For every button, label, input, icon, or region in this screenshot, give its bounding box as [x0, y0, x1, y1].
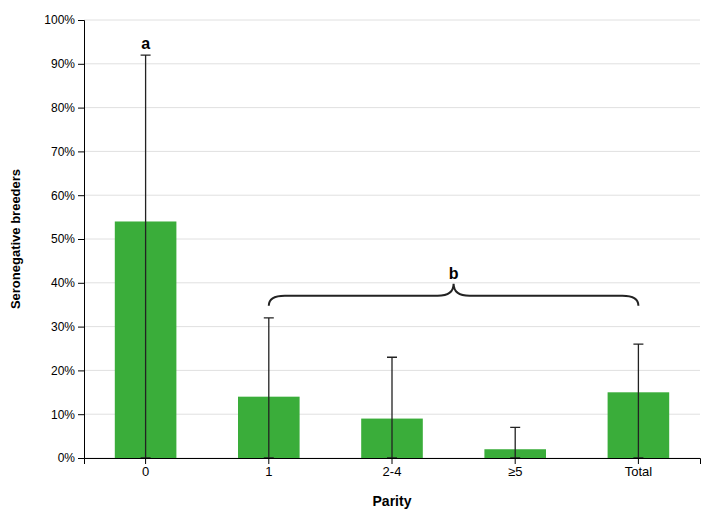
y-tick: 10% — [51, 408, 84, 422]
x-tick: 0 — [142, 458, 149, 479]
grid-line — [84, 195, 700, 196]
error-bar — [264, 318, 274, 458]
x-tick-mark — [638, 458, 639, 464]
y-tick-mark — [78, 283, 84, 284]
x-tick-mark — [145, 458, 146, 464]
y-tick-label: 0% — [58, 451, 76, 465]
y-tick-mark — [78, 370, 84, 371]
x-axis: 0 1 2-4 ≥5 Total — [85, 458, 701, 479]
y-tick: 100% — [44, 13, 84, 27]
y-tick-mark — [78, 151, 84, 152]
y-tick: 90% — [51, 57, 84, 71]
grid-line — [84, 151, 700, 152]
annotation: b — [449, 265, 459, 282]
grid-line — [84, 63, 700, 64]
y-tick: 70% — [51, 145, 84, 159]
x-tick: 1 — [265, 458, 272, 479]
error-bar — [633, 344, 643, 458]
y-tick: 40% — [51, 276, 84, 290]
y-tick-label: 50% — [51, 232, 75, 246]
y-axis-title: Seronegative breeders — [8, 169, 23, 309]
x-tick: Total — [625, 458, 653, 479]
annotation: a — [141, 35, 150, 52]
error-bar — [387, 357, 397, 458]
x-tick: 2-4 — [383, 458, 402, 479]
y-tick-mark — [78, 195, 84, 196]
grid — [84, 20, 700, 458]
y-tick-label: 40% — [51, 276, 75, 290]
y-axis-line — [78, 21, 85, 459]
y-tick-mark — [78, 64, 84, 65]
x-axis-line — [85, 459, 701, 465]
x-tick-mark — [515, 458, 516, 464]
y-tick: 0% — [58, 451, 84, 465]
y-tick-label: 30% — [51, 320, 75, 334]
bracket — [269, 284, 639, 306]
error-bar — [141, 55, 151, 458]
error-bar — [510, 427, 520, 458]
x-tick-label: 2-4 — [383, 464, 402, 479]
grid-line — [84, 20, 700, 21]
y-tick-mark — [78, 458, 84, 459]
y-tick-mark — [78, 327, 84, 328]
y-tick-label: 90% — [51, 57, 75, 71]
y-tick-mark — [78, 20, 84, 21]
y-tick-mark — [78, 108, 84, 109]
y-tick: 80% — [51, 101, 84, 115]
y-tick-label: 20% — [51, 364, 75, 378]
annotations: ab — [141, 35, 638, 306]
y-tick-label: 60% — [51, 189, 75, 203]
x-tick-mark — [392, 458, 393, 464]
x-axis-title: Parity — [373, 493, 412, 509]
y-tick: 60% — [51, 189, 84, 203]
x-tick-label: 0 — [142, 464, 149, 479]
plot: 0% 10% 20% 30% 40% 50% 60% 70% 80% 90% 100% 0 1 2-4 ≥5… — [44, 13, 700, 479]
y-tick-label: 10% — [51, 408, 75, 422]
y-tick-label: 100% — [44, 13, 75, 27]
x-tick-label: 1 — [265, 464, 272, 479]
y-tick: 30% — [51, 320, 84, 334]
grid-line — [84, 107, 700, 108]
y-tick-mark — [78, 239, 84, 240]
x-tick-label: Total — [625, 464, 653, 479]
y-axis: 0% 10% 20% 30% 40% 50% 60% 70% 80% 90% 100% — [44, 13, 84, 465]
y-tick: 20% — [51, 364, 84, 378]
y-tick: 50% — [51, 232, 84, 246]
x-tick-mark — [268, 458, 269, 464]
chart: 0% 10% 20% 30% 40% 50% 60% 70% 80% 90% 100% 0 1 2-4 ≥5… — [0, 0, 720, 520]
y-tick-label: 70% — [51, 145, 75, 159]
marks — [115, 55, 669, 458]
y-tick-mark — [78, 414, 84, 415]
x-tick-label: ≥5 — [508, 464, 522, 479]
y-tick-label: 80% — [51, 101, 75, 115]
x-tick: ≥5 — [508, 458, 522, 479]
